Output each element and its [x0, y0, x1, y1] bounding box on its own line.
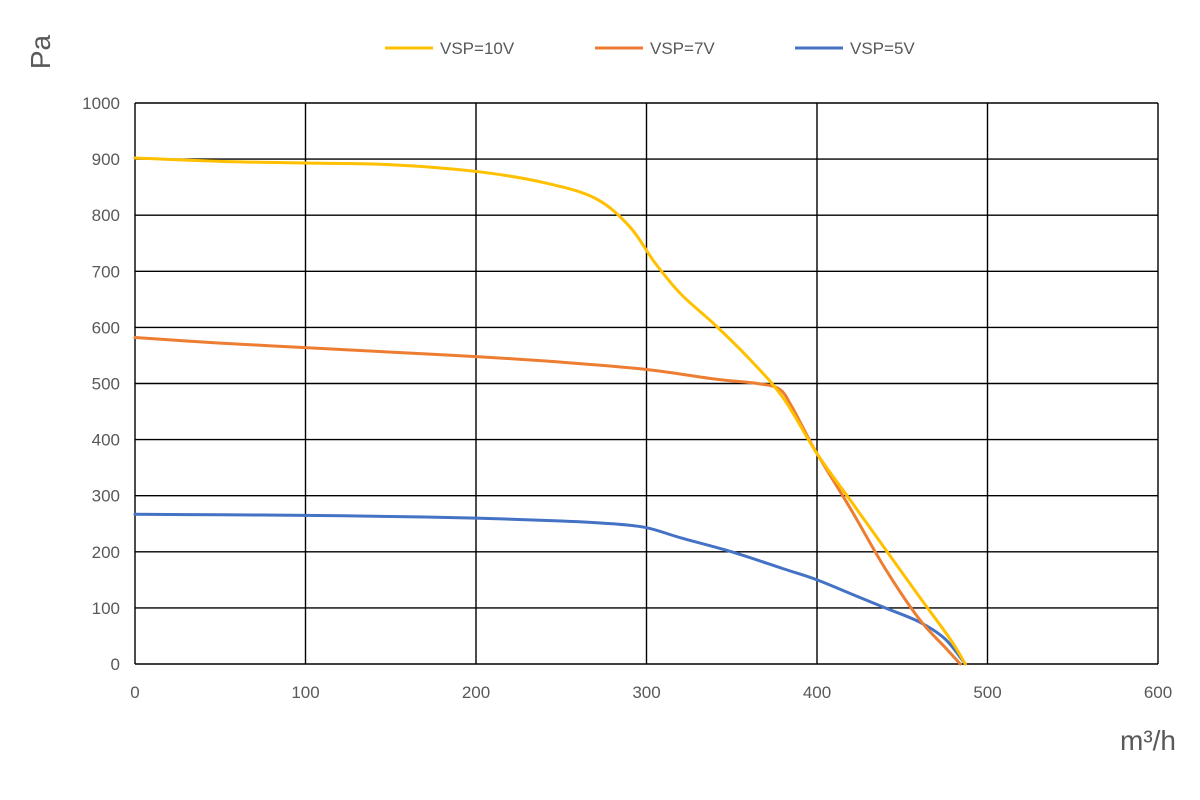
x-tick-label: 500 — [973, 683, 1001, 702]
legend: VSP=10V VSP=7V VSP=5V — [385, 39, 915, 58]
y-tick-label: 900 — [92, 150, 120, 169]
y-tick-label: 400 — [92, 431, 120, 450]
y-axis-title: Pa — [25, 34, 56, 69]
y-tick-label: 600 — [92, 318, 120, 337]
x-tick-label: 200 — [462, 683, 490, 702]
series-line-vsp-10v — [133, 156, 967, 666]
y-tick-label: 200 — [92, 543, 120, 562]
legend-label: VSP=7V — [650, 39, 715, 58]
x-tick-label: 400 — [803, 683, 831, 702]
x-tick-label: 600 — [1144, 683, 1172, 702]
y-tick-label: 800 — [92, 206, 120, 225]
y-tick-label: 500 — [92, 375, 120, 394]
legend-label: VSP=5V — [850, 39, 915, 58]
y-tick-label: 0 — [111, 655, 120, 674]
y-tick-label: 100 — [92, 599, 120, 618]
x-tick-label: 0 — [130, 683, 139, 702]
gridlines — [134, 102, 1159, 665]
tick-labels: 0 100 200 300 400 500 600 0 100 200 300 400 500 600 70… — [82, 94, 1172, 702]
y-tick-label: 700 — [92, 262, 120, 281]
x-tick-label: 300 — [632, 683, 660, 702]
series-line-vsp-7v — [133, 335, 962, 666]
series-lines — [133, 156, 967, 666]
legend-label: VSP=10V — [440, 39, 515, 58]
y-tick-label: 1000 — [82, 94, 120, 113]
x-axis-title: m³/h — [1120, 725, 1176, 756]
series-line-vsp-5v — [133, 512, 967, 666]
x-tick-label: 100 — [291, 683, 319, 702]
y-tick-label: 300 — [92, 487, 120, 506]
